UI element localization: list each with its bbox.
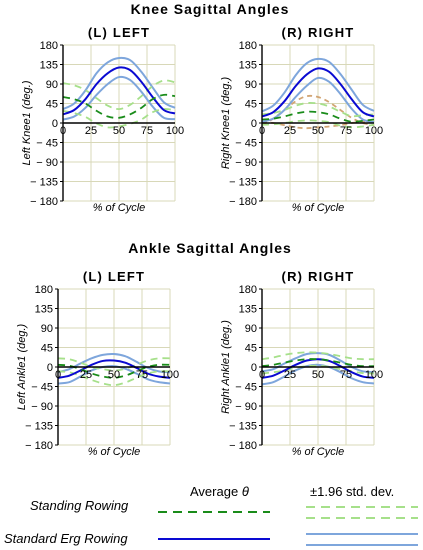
panel-title: (L) LEFT bbox=[88, 25, 150, 40]
y-tick-label: 180 bbox=[40, 40, 58, 52]
y-tick-label: − 90 bbox=[235, 401, 257, 413]
y-tick-label: − 90 bbox=[31, 401, 53, 413]
y-tick-label: − 90 bbox=[235, 157, 257, 169]
y-tick-label: − 45 bbox=[36, 138, 58, 150]
y-tick-label: 180 bbox=[239, 40, 257, 52]
x-tick-label: 50 bbox=[108, 369, 120, 381]
x-tick-label: 100 bbox=[166, 125, 184, 137]
x-tick-label: 0 bbox=[259, 125, 265, 137]
series-standard-erg-rowing-upper bbox=[261, 352, 375, 374]
series-standing-rowing-lower bbox=[62, 108, 176, 129]
y-tick-label: 45 bbox=[245, 343, 257, 355]
x-tick-label: 75 bbox=[136, 369, 148, 381]
legend-average-header: Average θ bbox=[190, 484, 249, 499]
y-tick-label: − 180 bbox=[25, 440, 53, 452]
x-tick-label: 0 bbox=[55, 369, 61, 381]
x-tick-label: 50 bbox=[312, 369, 324, 381]
y-tick-label: 45 bbox=[41, 343, 53, 355]
y-tick-label: 135 bbox=[239, 60, 257, 72]
panel-title: (R) RIGHT bbox=[282, 25, 355, 40]
legend-standing-label: Standing Rowing bbox=[30, 498, 129, 513]
y-tick-label: 135 bbox=[35, 304, 53, 316]
x-tick-label: 25 bbox=[284, 125, 296, 137]
x-tick-label: 25 bbox=[284, 369, 296, 381]
x-axis-label: % of Cycle bbox=[88, 446, 141, 458]
x-tick-label: 50 bbox=[312, 125, 324, 137]
y-tick-label: 90 bbox=[41, 323, 53, 335]
y-tick-label: 135 bbox=[239, 304, 257, 316]
x-tick-label: 50 bbox=[113, 125, 125, 137]
x-axis-label: % of Cycle bbox=[292, 202, 345, 214]
series-standard-erg-rowing-average bbox=[261, 358, 375, 379]
ankle-section-title: Ankle Sagittal Angles bbox=[128, 240, 292, 256]
y-tick-label: − 180 bbox=[30, 196, 58, 208]
x-axis-label: % of Cycle bbox=[292, 446, 345, 458]
y-tick-label: 0 bbox=[251, 362, 257, 374]
y-tick-label: − 45 bbox=[235, 138, 257, 150]
series-standing-rowing-lower bbox=[57, 370, 171, 387]
y-tick-label: 45 bbox=[245, 99, 257, 111]
x-tick-label: 75 bbox=[340, 125, 352, 137]
y-tick-label: 90 bbox=[245, 323, 257, 335]
y-tick-label: − 135 bbox=[229, 177, 257, 189]
series-standard-erg-rowing-lower bbox=[261, 363, 375, 386]
x-tick-label: 25 bbox=[80, 369, 92, 381]
legend: Average θ ±1.96 std. dev. Standing Rowin… bbox=[4, 484, 418, 546]
series-standard-erg-rowing-lower bbox=[57, 365, 171, 385]
series-standing-rowing-average bbox=[62, 93, 176, 119]
y-tick-label: − 180 bbox=[229, 440, 257, 452]
y-tick-label: 0 bbox=[47, 362, 53, 374]
x-tick-label: 0 bbox=[259, 369, 265, 381]
x-tick-label: 100 bbox=[365, 369, 383, 381]
y-tick-label: − 135 bbox=[229, 421, 257, 433]
x-tick-label: 100 bbox=[365, 125, 383, 137]
y-axis-label: Left Knee1 (deg.) bbox=[21, 80, 33, 165]
y-tick-label: 45 bbox=[46, 99, 58, 111]
y-axis-label: Right Knee1 (deg.) bbox=[220, 77, 232, 170]
knee-section-title: Knee Sagittal Angles bbox=[131, 1, 290, 17]
y-tick-label: 180 bbox=[239, 284, 257, 296]
x-tick-label: 25 bbox=[85, 125, 97, 137]
y-tick-label: 135 bbox=[40, 60, 58, 72]
y-tick-label: 90 bbox=[245, 79, 257, 91]
y-tick-label: − 135 bbox=[30, 177, 58, 189]
y-tick-label: 0 bbox=[52, 118, 58, 130]
x-tick-label: 75 bbox=[141, 125, 153, 137]
y-axis-label: Left Ankle1 (deg.) bbox=[16, 323, 28, 410]
y-tick-label: − 90 bbox=[36, 157, 58, 169]
series-standard-erg-rowing-average bbox=[261, 67, 375, 118]
y-tick-label: 0 bbox=[251, 118, 257, 130]
x-tick-label: 75 bbox=[340, 369, 352, 381]
y-tick-label: − 45 bbox=[235, 382, 257, 394]
legend-std-header: ±1.96 std. dev. bbox=[310, 484, 394, 499]
series-standing-rowing-upper bbox=[261, 101, 375, 118]
y-tick-label: 180 bbox=[35, 284, 53, 296]
x-tick-label: 100 bbox=[161, 369, 179, 381]
series-standard-erg-rowing-upper bbox=[62, 56, 176, 111]
series-standard-erg-rowing-upper bbox=[261, 57, 375, 113]
x-tick-label: 0 bbox=[60, 125, 66, 137]
series-standing-rowing-upper bbox=[62, 79, 176, 111]
series-standard-erg-rowing-upper bbox=[57, 352, 171, 374]
series-standard-erg-rowing-lower bbox=[261, 76, 375, 124]
panel-title: (L) LEFT bbox=[83, 269, 145, 284]
x-axis-label: % of Cycle bbox=[93, 202, 146, 214]
y-tick-label: − 180 bbox=[229, 196, 257, 208]
y-axis-label: Right Ankle1 (deg.) bbox=[220, 320, 232, 414]
y-tick-label: 90 bbox=[46, 79, 58, 91]
series-standard-erg-rowing-average bbox=[57, 359, 171, 379]
series-standing-rowing-average bbox=[57, 363, 171, 379]
series-standing-rowing-upper bbox=[57, 357, 171, 372]
series-standard-erg-rowing-average bbox=[62, 66, 176, 116]
y-tick-label: − 135 bbox=[25, 421, 53, 433]
legend-erg-label: Standard Erg Rowing bbox=[4, 531, 128, 546]
panel-title: (R) RIGHT bbox=[282, 269, 355, 284]
y-tick-label: − 45 bbox=[31, 382, 53, 394]
